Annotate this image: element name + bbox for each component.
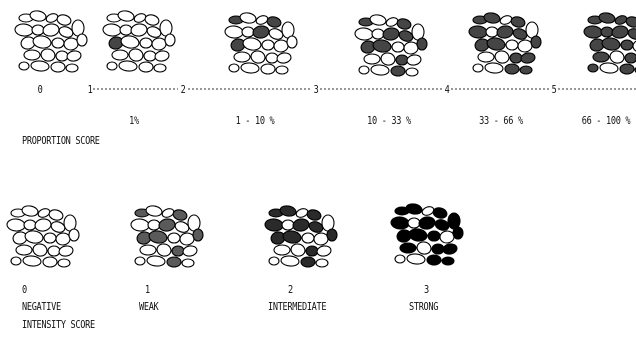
cell-cluster-graphic xyxy=(14,10,88,73)
intensity-score-title: INTENSITY SCORE xyxy=(22,318,95,331)
proportion-mark-5: 5 xyxy=(551,83,557,96)
intensity-score-0: 0 xyxy=(22,283,27,296)
proportion-score-title: PROPORTION SCORE xyxy=(22,134,100,147)
proportion-cluster-3 xyxy=(354,14,430,80)
proportion-mark-3: 3 xyxy=(313,83,319,96)
cell-cluster-graphic xyxy=(468,12,542,75)
intensity-label-strong: STRONG xyxy=(409,300,439,313)
proportion-range-3: 10 - 33 % xyxy=(367,114,411,127)
intensity-cluster-3 xyxy=(390,203,466,269)
cell-cluster-graphic xyxy=(390,203,464,266)
intensity-score-1: 1 xyxy=(145,283,150,296)
cell-cluster-graphic xyxy=(102,10,176,73)
cell-cluster-graphic xyxy=(6,205,80,268)
proportion-range-4: 33 - 66 % xyxy=(479,114,523,127)
proportion-cluster-5 xyxy=(583,12,636,78)
proportion-mark-1: 1 xyxy=(87,83,93,96)
cell-cluster-graphic xyxy=(130,205,204,268)
intensity-cluster-2 xyxy=(264,205,340,271)
intensity-label-negative: NEGATIVE xyxy=(22,300,61,313)
intensity-label-intermediate: INTERMEDIATE xyxy=(268,300,327,313)
proportion-range-1: 1% xyxy=(129,114,139,127)
proportion-range-5: 66 - 100 % xyxy=(581,114,631,127)
intensity-score-3: 3 xyxy=(424,283,429,296)
proportion-range-2: 1 - 10 % xyxy=(235,114,275,127)
cell-cluster-graphic xyxy=(583,12,636,75)
cell-cluster-graphic xyxy=(224,12,298,75)
cell-cluster-graphic xyxy=(354,14,428,77)
proportion-mark-4: 4 xyxy=(444,83,450,96)
cell-cluster-graphic xyxy=(264,205,338,268)
proportion-cluster-2 xyxy=(224,12,300,78)
intensity-cluster-0 xyxy=(6,205,82,271)
proportion-cluster-0 xyxy=(14,10,90,76)
intensity-label-weak: WEAK xyxy=(139,300,159,313)
proportion-cluster-4 xyxy=(468,12,544,78)
proportion-mark-2: 2 xyxy=(180,83,186,96)
intensity-cluster-1 xyxy=(130,205,206,271)
proportion-mark-0: 0 xyxy=(37,83,43,96)
intensity-score-2: 2 xyxy=(288,283,293,296)
proportion-cluster-1 xyxy=(102,10,178,76)
